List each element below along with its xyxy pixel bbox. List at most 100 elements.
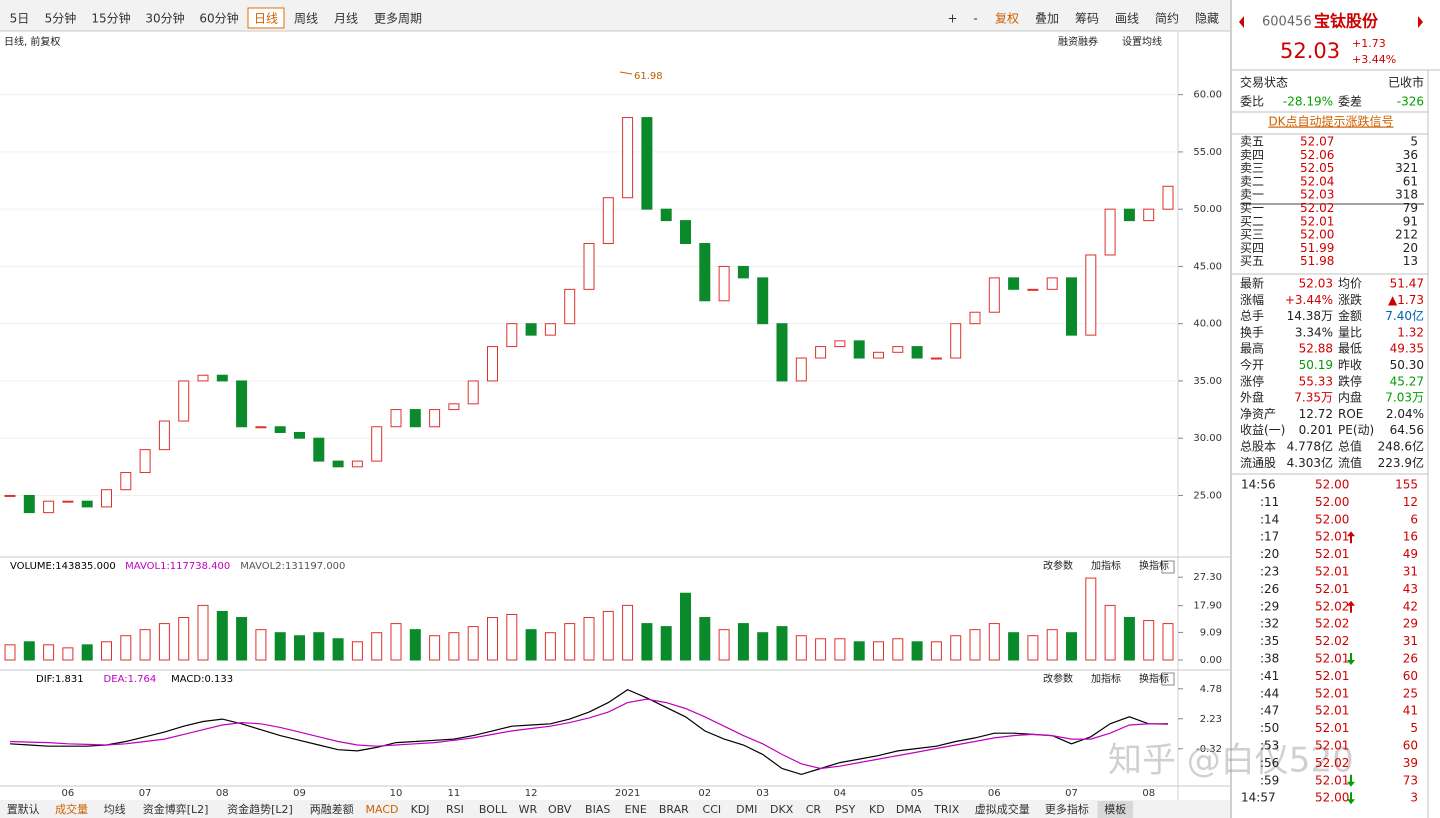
toolbar-tab[interactable]: 更多周期 xyxy=(374,12,422,26)
trade-arrow xyxy=(1347,792,1355,805)
pane-tool[interactable]: 加指标 xyxy=(1091,672,1121,685)
volume-bar xyxy=(1027,635,1039,661)
indicator-tab[interactable]: BOLL xyxy=(479,803,508,816)
stock-code: 600456 xyxy=(1262,15,1312,30)
toolbar-button[interactable]: + xyxy=(947,12,957,26)
stat-label: PE(动) xyxy=(1338,423,1374,437)
toolbar-tab[interactable]: 30分钟 xyxy=(145,11,184,26)
toolbar-button[interactable]: 简约 xyxy=(1155,11,1179,26)
indicator-tab[interactable]: KD xyxy=(869,803,885,816)
candle xyxy=(544,323,556,336)
volume-bar xyxy=(544,632,556,661)
candle xyxy=(1162,185,1174,210)
indicator-tab[interactable]: CCI xyxy=(703,803,722,816)
trade-volume: 73 xyxy=(1403,773,1418,787)
stat-label: 最高 xyxy=(1240,341,1264,356)
indicator-tab[interactable]: PSY xyxy=(835,803,856,816)
pane-link[interactable]: 融资融券 xyxy=(1058,35,1098,48)
book-side: 卖一 xyxy=(1240,188,1264,202)
indicator-tab[interactable]: 成交量 xyxy=(55,802,88,816)
signal-link[interactable]: DK点自动提示涨跌信号 xyxy=(1268,114,1393,129)
toolbar-tab[interactable]: 5分钟 xyxy=(45,11,77,26)
toolbar-tab[interactable]: 5日 xyxy=(10,12,30,26)
pane-link[interactable]: 设置均线 xyxy=(1122,35,1162,48)
stat-value: 52.03 xyxy=(1299,277,1333,291)
indicator-tab[interactable]: TRIX xyxy=(933,803,960,816)
trade-time: 14:57 xyxy=(1241,791,1276,805)
legend-entry: MAVOL2:131197.000 xyxy=(240,561,345,572)
trade-price: 52.01 xyxy=(1315,669,1349,683)
toolbar-button[interactable]: 复权 xyxy=(995,12,1019,26)
indicator-tab[interactable]: OBV xyxy=(548,803,572,816)
indicator-tab[interactable]: RSI xyxy=(446,803,464,816)
candle xyxy=(988,277,1000,313)
candle xyxy=(718,265,730,302)
pane-tool[interactable]: 改参数 xyxy=(1043,559,1073,572)
book-price: 51.99 xyxy=(1300,241,1334,255)
indicator-tab[interactable]: DMA xyxy=(896,803,922,816)
trade-volume: 60 xyxy=(1403,669,1418,683)
stat-value: ▲1.73 xyxy=(1388,293,1424,307)
trade-time: :56 xyxy=(1260,756,1279,770)
indicator-tab[interactable]: 置默认 xyxy=(7,803,40,816)
stat-label: 金额 xyxy=(1338,308,1362,323)
volume-bar xyxy=(815,638,827,661)
indicator-tab[interactable]: 两融差额 xyxy=(310,802,354,816)
close-box[interactable] xyxy=(1161,672,1175,686)
volume-bar xyxy=(795,635,807,661)
indicator-tab[interactable]: CR xyxy=(806,803,822,816)
high-label: 61.98 xyxy=(634,71,663,82)
stat-value: 50.30 xyxy=(1390,358,1424,372)
indicator-tab[interactable]: 资金博弈[L2] xyxy=(143,802,209,816)
indicator-tab[interactable]: MACD xyxy=(366,803,399,816)
trade-time: :44 xyxy=(1260,686,1279,700)
indicator-tab[interactable]: 虚拟成交量 xyxy=(975,802,1030,816)
trade-volume: 26 xyxy=(1403,652,1418,666)
pane-tool[interactable]: 加指标 xyxy=(1091,559,1121,572)
stat-value: 4.303亿 xyxy=(1287,455,1333,470)
toolbar-button[interactable]: - xyxy=(973,12,977,26)
toolbar-tab[interactable]: 周线 xyxy=(294,12,318,26)
legend-entry: DEA:1.764 xyxy=(104,674,157,685)
pane-tool[interactable]: 换指标 xyxy=(1139,559,1169,572)
volume-bar xyxy=(294,635,305,661)
indicator-tab[interactable]: 均线 xyxy=(104,802,126,816)
candle xyxy=(757,277,769,325)
indicator-tab[interactable]: KDJ xyxy=(411,803,430,816)
toolbar-tab[interactable]: 60分钟 xyxy=(199,11,238,26)
book-price: 52.07 xyxy=(1300,135,1334,149)
pane-tool[interactable]: 换指标 xyxy=(1139,672,1169,685)
indicator-tab[interactable]: WR xyxy=(519,803,538,816)
toolbar-button[interactable]: 叠加 xyxy=(1035,12,1059,26)
toolbar-tab[interactable]: 日线 xyxy=(254,12,278,26)
candle xyxy=(23,494,35,514)
book-price: 52.06 xyxy=(1300,148,1334,162)
indicator-tab[interactable]: 模板 xyxy=(1104,802,1126,816)
toolbar-tab[interactable]: 15分钟 xyxy=(91,11,130,26)
trade-price: 52.01 xyxy=(1315,773,1349,787)
toolbar-button[interactable]: 隐藏 xyxy=(1195,12,1219,26)
pane-tool[interactable]: 改参数 xyxy=(1043,672,1073,685)
volume-bar xyxy=(969,629,981,661)
close-box[interactable] xyxy=(1161,560,1175,574)
y-tick-label: 60.00 xyxy=(1193,90,1222,101)
indicator-tab[interactable]: BIAS xyxy=(585,803,610,816)
candle xyxy=(930,357,942,360)
indicator-tab[interactable]: BRAR xyxy=(659,803,689,816)
indicator-tab[interactable]: ENE xyxy=(625,803,647,816)
trade-arrow xyxy=(1347,653,1355,665)
toolbar-tab[interactable]: 月线 xyxy=(334,12,358,26)
indicator-tab[interactable]: 更多指标 xyxy=(1045,802,1089,816)
indicator-tab[interactable]: 资金趋势[L2] xyxy=(227,802,293,816)
stat-label: 流值 xyxy=(1338,455,1362,470)
volume-bar xyxy=(62,647,74,661)
candle xyxy=(120,472,132,491)
candle xyxy=(274,426,286,433)
indicator-tab[interactable]: DKX xyxy=(770,803,794,816)
toolbar-button[interactable]: 画线 xyxy=(1115,12,1139,26)
trade-volume: 31 xyxy=(1403,634,1418,648)
indicator-tab[interactable]: DMI xyxy=(736,803,757,816)
pane-title: 日线, 前复权 xyxy=(4,35,60,48)
trade-price: 52.02 xyxy=(1315,599,1349,613)
toolbar-button[interactable]: 筹码 xyxy=(1075,12,1099,26)
